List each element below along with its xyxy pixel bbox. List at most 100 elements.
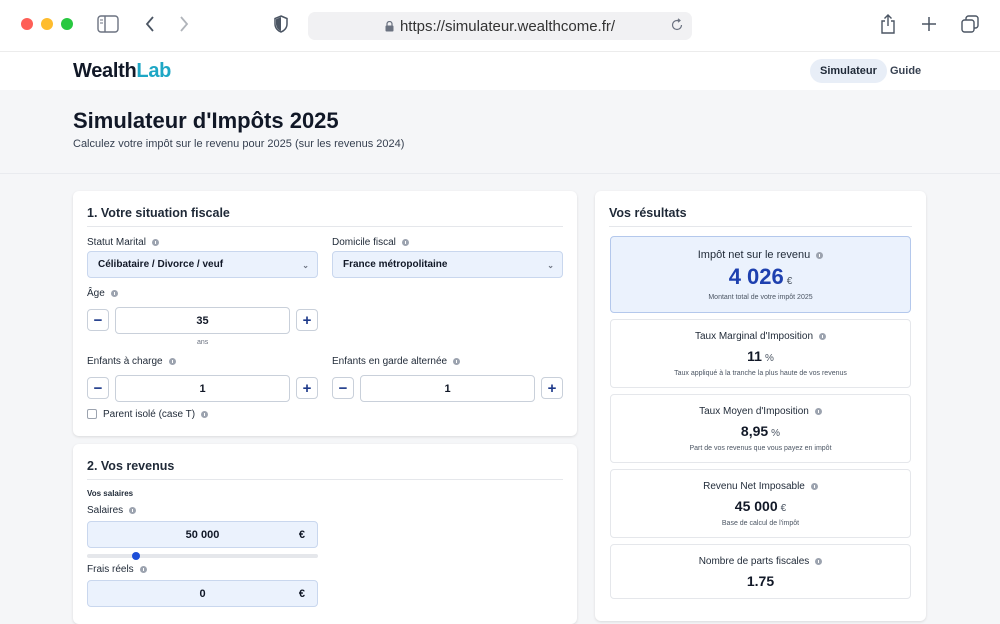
impot-label: Impôt net sur le revenu	[611, 249, 910, 261]
statut-label-text: Statut Marital	[87, 237, 146, 248]
garde-increment-button[interactable]: +	[541, 377, 563, 399]
info-icon[interactable]	[815, 558, 823, 565]
taux-moyen-number: 8,95	[740, 423, 769, 439]
info-icon[interactable]	[814, 408, 822, 415]
logo[interactable]: WealthLab	[73, 60, 171, 83]
parts-label: Nombre de parts fiscales	[611, 556, 910, 567]
salaires-label: Salaires	[87, 505, 137, 516]
info-icon[interactable]	[816, 251, 824, 259]
chevron-down-icon: ⌄	[302, 261, 309, 270]
enfants-decrement-button[interactable]: −	[87, 377, 109, 399]
taux-moyen-result: Taux Moyen d'Imposition 8,95% Part de vo…	[610, 394, 911, 463]
page-subtitle: Calculez votre impôt sur le revenu pour …	[73, 138, 405, 150]
impot-number: 4 026	[728, 264, 784, 289]
taux-moyen-unit: %	[771, 428, 781, 439]
domicile-label: Domicile fiscal	[332, 237, 409, 248]
taux-moyen-label-text: Taux Moyen d'Imposition	[699, 406, 809, 417]
salaires-input[interactable]: 50 000 €	[87, 521, 318, 548]
logo-part-2: Lab	[136, 60, 172, 82]
page-header: Simulateur d'Impôts 2025 Calculez votre …	[0, 90, 1000, 174]
salaires-slider-thumb[interactable]	[131, 552, 140, 560]
resultats-card: Vos résultats Impôt net sur le revenu 4 …	[595, 191, 926, 621]
parts-value: 1.75	[611, 573, 910, 589]
revenus-title: 2. Vos revenus	[87, 459, 175, 473]
salaires-label-text: Salaires	[87, 505, 124, 516]
info-icon[interactable]	[810, 483, 818, 490]
nav-guide[interactable]: Guide	[890, 65, 922, 77]
taux-moyen-value: 8,95%	[611, 423, 910, 439]
shield-icon[interactable]	[274, 15, 288, 33]
minimize-dot[interactable]	[41, 18, 53, 30]
info-icon[interactable]	[201, 411, 209, 418]
age-input[interactable]: 35	[115, 307, 290, 334]
parts-number: 1.75	[746, 573, 775, 589]
tmi-result: Taux Marginal d'Imposition 11% Taux appl…	[610, 319, 911, 388]
revenu-net-value: 45 000 €	[611, 498, 910, 514]
impot-unit: €	[786, 276, 793, 287]
age-label-text: Âge	[87, 288, 105, 299]
garde-input[interactable]: 1	[360, 375, 535, 402]
currency-symbol: €	[298, 528, 305, 541]
url-text: https://simulateur.wealthcome.fr/	[399, 17, 616, 35]
garde-decrement-button[interactable]: −	[332, 377, 354, 399]
impot-result: Impôt net sur le revenu 4 026 € Montant t…	[610, 236, 911, 313]
domicile-label-text: Domicile fiscal	[332, 237, 396, 248]
nav-simulateur[interactable]: Simulateur	[810, 59, 887, 83]
statut-select[interactable]: Célibataire / Divorce / veuf ⌄	[87, 251, 318, 278]
share-icon[interactable]	[880, 14, 896, 34]
salaires-slider[interactable]	[87, 554, 318, 558]
enfants-label: Enfants à charge	[87, 356, 176, 367]
tmi-value: 11%	[611, 348, 910, 364]
reload-icon[interactable]	[670, 18, 684, 32]
frais-label-text: Frais réels	[87, 564, 134, 575]
revenu-net-result: Revenu Net Imposable 45 000 € Base de cal…	[610, 469, 911, 538]
resultats-title: Vos résultats	[609, 206, 687, 220]
enfants-increment-button[interactable]: +	[296, 377, 318, 399]
currency-symbol: €	[298, 587, 305, 600]
revenu-net-number: 45 000	[734, 498, 778, 514]
info-icon[interactable]	[453, 358, 461, 365]
impot-sub: Montant total de votre impôt 2025	[708, 294, 813, 301]
info-icon[interactable]	[129, 507, 137, 514]
frais-input[interactable]: 0 €	[87, 580, 318, 607]
age-unit: ans	[197, 339, 209, 346]
zoom-dot[interactable]	[61, 18, 73, 30]
tmi-sub: Taux appliqué à la tranche la plus haute…	[674, 370, 847, 377]
domicile-select[interactable]: France métropolitaine ⌄	[332, 251, 563, 278]
age-increment-button[interactable]: +	[296, 309, 318, 331]
age-decrement-button[interactable]: −	[87, 309, 109, 331]
site-header: WealthLab Simulateur Guide	[0, 52, 1000, 90]
parent-isole-checkbox[interactable]	[87, 409, 97, 419]
tmi-number: 11	[747, 348, 762, 364]
new-tab-icon[interactable]	[921, 16, 937, 32]
divider	[87, 226, 563, 227]
parts-result: Nombre de parts fiscales 1.75	[610, 544, 911, 599]
info-icon[interactable]	[151, 239, 159, 246]
info-icon[interactable]	[401, 239, 409, 246]
domicile-value: France métropolitaine	[343, 259, 448, 270]
impot-value: 4 026 €	[611, 264, 910, 290]
parts-label-text: Nombre de parts fiscales	[698, 556, 810, 567]
chevron-down-icon: ⌄	[547, 261, 554, 270]
info-icon[interactable]	[110, 290, 118, 297]
close-dot[interactable]	[21, 18, 33, 30]
address-bar[interactable]: https://simulateur.wealthcome.fr/	[308, 12, 692, 40]
enfants-input[interactable]: 1	[115, 375, 290, 402]
revenu-net-unit: €	[780, 503, 787, 514]
revenu-net-label-text: Revenu Net Imposable	[703, 481, 805, 492]
parent-isole-label-text: Parent isolé (case T)	[103, 409, 196, 420]
info-icon[interactable]	[819, 333, 827, 340]
back-icon[interactable]	[144, 15, 156, 33]
age-label: Âge	[87, 288, 118, 299]
garde-label-text: Enfants en garde alternée	[332, 356, 448, 367]
info-icon[interactable]	[168, 358, 176, 365]
revenu-net-sub: Base de calcul de l'impôt	[721, 520, 800, 527]
logo-part-1: Wealth	[73, 60, 137, 82]
forward-icon[interactable]	[178, 15, 190, 33]
tmi-unit: %	[764, 353, 774, 364]
tabs-overview-icon[interactable]	[961, 15, 979, 33]
frais-label: Frais réels	[87, 564, 147, 575]
info-icon[interactable]	[139, 566, 147, 573]
sidebar-icon[interactable]	[97, 15, 119, 33]
salaires-section-label: Vos salaires	[87, 489, 134, 498]
